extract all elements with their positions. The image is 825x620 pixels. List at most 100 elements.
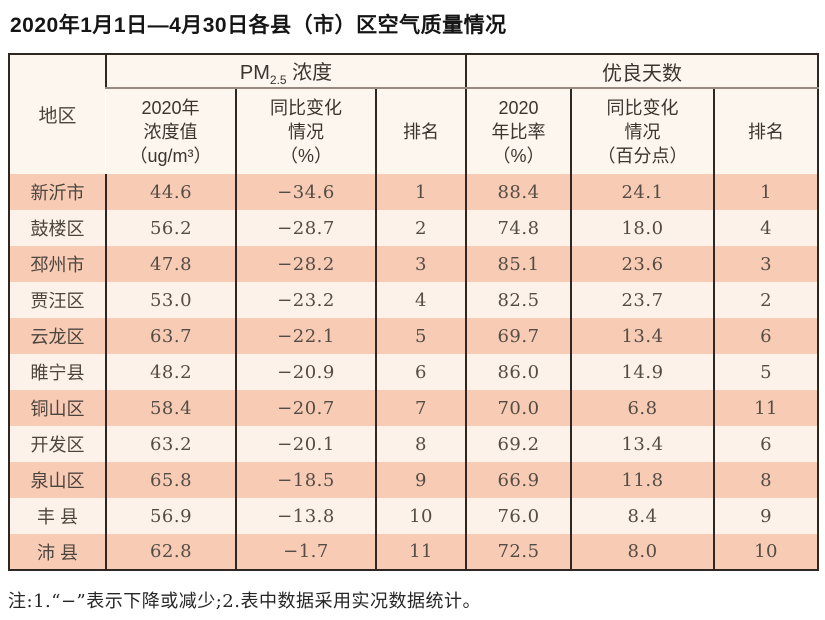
header-pm-rank: 排名 xyxy=(374,88,467,174)
header-region: 地区 xyxy=(9,54,106,174)
header-pm-value: 2020年 浓度值 （ug/m³） xyxy=(106,88,236,174)
cell-region: 沛 县 xyxy=(9,534,106,570)
header-pm-change: 同比变化 情况 （%） xyxy=(235,88,376,174)
header-good-rate: 2020 年比率 （%） xyxy=(465,88,572,174)
cell-good-rate: 69.7 xyxy=(465,318,572,354)
cell-good-rate: 70.0 xyxy=(465,390,572,426)
table-row: 泉山区 65.8 −18.5 9 66.9 11.8 8 xyxy=(9,462,819,498)
cell-pm-value: 63.2 xyxy=(105,426,236,462)
cell-good-change: 8.0 xyxy=(570,534,715,570)
table-row: 丰 县 56.9 −13.8 10 76.0 8.4 9 xyxy=(9,498,819,534)
cell-region: 贾汪区 xyxy=(9,282,106,318)
cell-pm-rank: 11 xyxy=(374,534,467,570)
table-row: 开发区 63.2 −20.1 8 69.2 13.4 6 xyxy=(9,426,819,462)
header-good-change: 同比变化 情况 （百分点） xyxy=(570,88,715,174)
cell-region: 开发区 xyxy=(9,426,106,462)
cell-good-rate: 74.8 xyxy=(465,210,572,246)
cell-good-change: 13.4 xyxy=(570,426,715,462)
cell-good-rank: 6 xyxy=(713,426,819,462)
pm-label: PM xyxy=(239,61,270,84)
cell-pm-change: −20.9 xyxy=(235,354,376,390)
cell-pm-change: −22.1 xyxy=(235,318,376,354)
cell-pm-change: −20.7 xyxy=(235,390,376,426)
cell-good-rate: 88.4 xyxy=(465,174,572,210)
table-row: 铜山区 58.4 −20.7 7 70.0 6.8 11 xyxy=(9,390,819,426)
cell-pm-value: 58.4 xyxy=(105,390,236,426)
header-good-rank: 排名 xyxy=(713,88,819,174)
pm-suffix-label: 浓度 xyxy=(286,61,333,84)
cell-pm-change: −1.7 xyxy=(235,534,376,570)
cell-pm-rank: 6 xyxy=(374,354,467,390)
header-line: 情况 xyxy=(288,121,324,142)
footnote: 注:1.“−”表示下降或减少;2.表中数据采用实况数据统计。 xyxy=(8,591,481,612)
cell-region: 邳州市 xyxy=(9,246,106,282)
table-row: 贾汪区 53.0 −23.2 4 82.5 23.7 2 xyxy=(9,282,819,318)
cell-good-rank: 8 xyxy=(713,462,819,498)
cell-pm-change: −20.1 xyxy=(235,426,376,462)
cell-pm-value: 63.7 xyxy=(105,318,236,354)
page-title: 2020年1月1日—4月30日各县（市）区空气质量情况 xyxy=(10,14,507,37)
cell-good-rate: 82.5 xyxy=(465,282,572,318)
header-line: （%） xyxy=(492,145,545,166)
cell-region: 泉山区 xyxy=(9,462,106,498)
cell-good-rate: 86.0 xyxy=(465,354,572,390)
cell-pm-value: 65.8 xyxy=(105,462,236,498)
cell-region: 云龙区 xyxy=(9,318,106,354)
cell-pm-change: −23.2 xyxy=(235,282,376,318)
header-line: （%） xyxy=(279,145,332,166)
header-group-good-days: 优良天数 xyxy=(465,54,819,89)
header-line: 同比变化 xyxy=(270,97,342,118)
cell-region: 铜山区 xyxy=(9,390,106,426)
header-line: （ug/m³） xyxy=(129,145,212,166)
cell-pm-value: 56.9 xyxy=(105,498,236,534)
header-line: 2020年 xyxy=(141,97,200,118)
cell-region: 新沂市 xyxy=(9,174,106,210)
cell-region: 丰 县 xyxy=(9,498,106,534)
header-group-pm25: PM2.5 浓度 xyxy=(104,54,467,89)
cell-good-rank: 10 xyxy=(713,534,819,570)
cell-pm-change: −34.6 xyxy=(235,174,376,210)
cell-good-rank: 6 xyxy=(713,318,819,354)
header-line: 同比变化 xyxy=(606,97,679,118)
table-row: 沛 县 62.8 −1.7 11 72.5 8.0 10 xyxy=(9,534,819,570)
table-row: 睢宁县 48.2 −20.9 6 86.0 14.9 5 xyxy=(9,354,819,390)
cell-good-rank: 5 xyxy=(713,354,819,390)
group-header-row: 地区 PM2.5 浓度 优良天数 xyxy=(9,54,819,174)
cell-good-rank: 9 xyxy=(713,498,819,534)
cell-good-rank: 2 xyxy=(713,282,819,318)
cell-pm-value: 62.8 xyxy=(105,534,236,570)
air-quality-table: 地区 PM2.5 浓度 优良天数 2020年 浓度值 （ug/m³） 同比变化 … xyxy=(8,53,820,571)
cell-pm-value: 53.0 xyxy=(105,282,236,318)
header-line: （百分点） xyxy=(597,145,688,166)
cell-good-rate: 85.1 xyxy=(465,246,572,282)
cell-good-change: 11.8 xyxy=(570,462,715,498)
cell-good-change: 13.4 xyxy=(570,318,715,354)
cell-good-change: 6.8 xyxy=(570,390,715,426)
cell-pm-value: 44.6 xyxy=(105,174,236,210)
table-row: 新沂市 44.6 −34.6 1 88.4 24.1 1 xyxy=(9,174,819,210)
cell-pm-change: −28.2 xyxy=(235,246,376,282)
pm-subscript: 2.5 xyxy=(269,72,287,87)
cell-pm-rank: 8 xyxy=(374,426,467,462)
table-row: 邳州市 47.8 −28.2 3 85.1 23.6 3 xyxy=(9,246,819,282)
header-line: 2020 xyxy=(498,97,539,118)
sub-header-row: 2020年 浓度值 （ug/m³） 同比变化 情况 （%） 排名 2020 年比… xyxy=(9,88,819,174)
table-row: 云龙区 63.7 −22.1 5 69.7 13.4 6 xyxy=(9,318,819,354)
table-body: 新沂市 44.6 −34.6 1 88.4 24.1 1 鼓楼区 56.2 −2… xyxy=(9,174,819,570)
cell-pm-rank: 5 xyxy=(374,318,467,354)
cell-good-rate: 69.2 xyxy=(465,426,572,462)
cell-good-rate: 76.0 xyxy=(465,498,572,534)
cell-pm-change: −13.8 xyxy=(235,498,376,534)
cell-good-change: 14.9 xyxy=(570,354,715,390)
cell-pm-rank: 2 xyxy=(374,210,467,246)
cell-pm-rank: 7 xyxy=(374,390,467,426)
cell-pm-rank: 9 xyxy=(374,462,467,498)
cell-pm-rank: 1 xyxy=(374,174,467,210)
header-line: 情况 xyxy=(624,121,661,142)
cell-good-rank: 4 xyxy=(713,210,819,246)
cell-good-rate: 66.9 xyxy=(465,462,572,498)
cell-good-change: 23.7 xyxy=(570,282,715,318)
table-row: 鼓楼区 56.2 −28.7 2 74.8 18.0 4 xyxy=(9,210,819,246)
cell-pm-change: −28.7 xyxy=(235,210,376,246)
